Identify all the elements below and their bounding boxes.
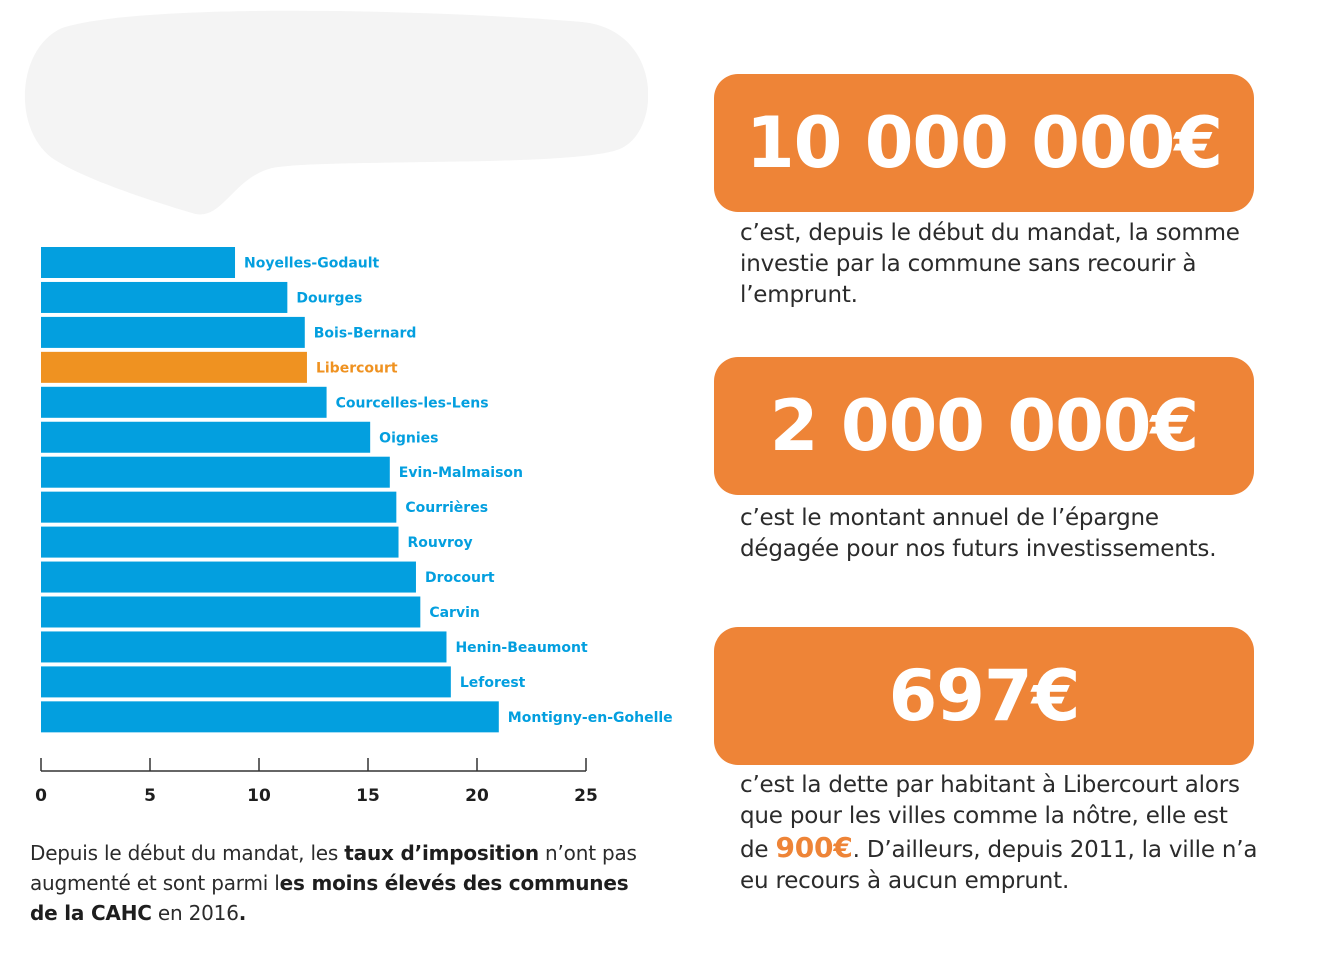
bar-label-dourges: Dourges	[296, 290, 362, 306]
bar-label-oignies: Oignies	[379, 430, 438, 446]
bar-label-bois-bernard: Bois-Bernard	[314, 325, 417, 341]
stat-card-savings: 2 000 000€	[714, 357, 1254, 495]
caption-bold-1: taux d’imposition	[344, 841, 539, 865]
caption-bold-2: es moins élevés des communes de la CAHC	[30, 871, 629, 925]
bar-courrieres	[41, 491, 397, 523]
bar-courcelles-les-lens	[41, 386, 327, 418]
bar-noyelles-godault	[41, 247, 236, 278]
bar-carvin	[41, 596, 421, 628]
bar-henin-beaumont	[41, 631, 447, 663]
bar-drocourt	[41, 561, 416, 593]
bar-label-evin-malmaison: Evin-Malmaison	[399, 465, 523, 481]
bar-label-courcelles-les-lens: Courcelles-les-Lens	[336, 395, 489, 411]
x-tick-label-15: 15	[356, 786, 380, 806]
x-tick-label-0: 0	[35, 786, 47, 806]
bar-label-montigny-en-gohelle: Montigny-en-Gohelle	[508, 710, 673, 726]
stat-value-debt: 697€	[888, 655, 1081, 737]
bar-label-libercourt: Libercourt	[316, 360, 398, 376]
stat-desc-debt: c’est la dette par habitant à Libercourt…	[740, 770, 1260, 897]
stat-value-savings: 2 000 000€	[769, 385, 1199, 467]
caption-text-2: n’ont pas augmenté et sont parmi l	[30, 841, 637, 895]
bar-libercourt	[41, 351, 307, 383]
bar-label-drocourt: Drocourt	[425, 570, 495, 586]
stat-card-investment: 10 000 000€	[714, 74, 1254, 212]
chart-canvas: Noyelles-Godault Dourges Bois-Bernard Liber…	[35, 247, 673, 806]
bar-label-leforest: Leforest	[460, 675, 526, 691]
caption-text-1: Depuis le début du mandat, les	[30, 841, 345, 865]
stat-value-investment: 10 000 000€	[745, 102, 1223, 184]
bar-montigny-en-gohelle	[41, 701, 499, 733]
stat-desc-savings: c’est le montant annuel de l’épargne dég…	[740, 505, 1217, 562]
bar-label-henin-beaumont: Henin-Beaumont	[455, 640, 588, 656]
caption-text-3: en 2016	[151, 901, 239, 925]
stat-desc-investment: c’est, depuis le début du mandat, la som…	[740, 220, 1240, 308]
bar-label-rouvroy: Rouvroy	[408, 535, 473, 551]
bar-rouvroy	[41, 526, 399, 558]
bar-dourges	[41, 281, 288, 313]
bar-label-noyelles-godault: Noyelles-Godault	[244, 256, 380, 272]
bar-evin-malmaison	[41, 456, 390, 488]
x-tick-label-20: 20	[465, 786, 489, 806]
stat-desc-debt-after: . D’ailleurs, depuis 2011, la ville n’a …	[740, 837, 1258, 894]
redacted-area	[24, 10, 648, 215]
stat-card-debt: 697€	[714, 627, 1254, 765]
chart-caption: Depuis le début du mandat, les taux d’im…	[30, 838, 650, 928]
stat-desc-debt-highlight: 900€	[775, 831, 853, 864]
x-tick-label-5: 5	[144, 786, 156, 806]
bar-bois-bernard	[41, 316, 305, 348]
caption-bold-3: .	[238, 901, 247, 925]
bar-leforest	[41, 666, 451, 698]
bar-label-carvin: Carvin	[429, 605, 480, 621]
bar-oignies	[41, 421, 371, 453]
x-tick-label-10: 10	[247, 786, 271, 806]
tax-rate-bar-chart: Noyelles-Godault Dourges Bois-Bernard Liber…	[0, 230, 700, 820]
stat-desc-debt-before: c’est la dette par habitant à Libercourt…	[740, 772, 1240, 863]
bar-label-courrieres: Courrières	[405, 500, 488, 516]
x-tick-label-25: 25	[574, 786, 598, 806]
